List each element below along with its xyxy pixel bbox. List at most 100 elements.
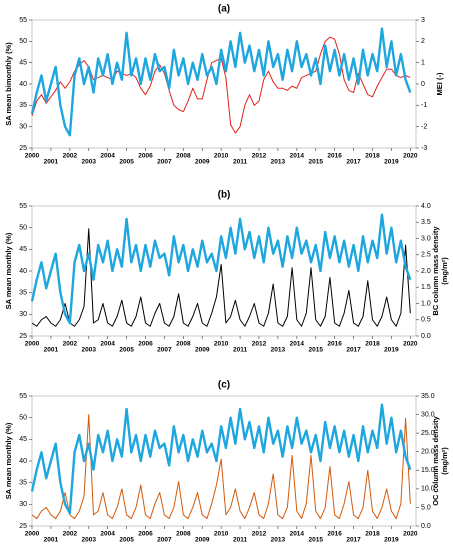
x-tick-label: 2007 — [157, 159, 172, 166]
y2-axis-label: BC column mass density — [431, 226, 440, 316]
y-axis-label: SA mean monthly (%) — [4, 422, 13, 499]
y2-tick-label: -2 — [421, 124, 427, 131]
x-tick-label: 2020 — [403, 531, 418, 538]
y-tick-label: 25 — [19, 523, 27, 530]
x-tick-label: 2019 — [384, 537, 399, 544]
x-tick-label: 2010 — [214, 531, 229, 538]
y2-tick-label: 25.0 — [421, 430, 435, 437]
x-tick-label: 2003 — [82, 537, 97, 544]
y2-tick-label: 2.0 — [421, 268, 431, 275]
x-tick-label: 2012 — [252, 153, 267, 160]
y-tick-label: 35 — [19, 480, 27, 487]
x-tick-label: 2013 — [271, 347, 286, 354]
y-tick-label: 30 — [19, 311, 27, 318]
x-tick-label: 2004 — [100, 531, 115, 538]
y2-tick-label: 3 — [421, 17, 425, 24]
x-tick-label: 2012 — [252, 341, 267, 348]
x-tick-label: 2017 — [346, 537, 361, 544]
x-tick-label: 2016 — [327, 341, 342, 348]
y2-tick-label: 4.0 — [421, 203, 431, 210]
panel-title: (c) — [218, 380, 230, 391]
x-tick-label: 2019 — [384, 347, 399, 354]
x-tick-label: 2001 — [44, 159, 59, 166]
x-tick-label: 2004 — [100, 341, 115, 348]
y-tick-label: 40 — [19, 458, 27, 465]
x-tick-label: 2020 — [403, 341, 418, 348]
panel-title: (b) — [218, 190, 231, 201]
plot-area — [31, 19, 417, 149]
x-tick-label: 2008 — [176, 341, 191, 348]
y2-tick-label: 15.0 — [421, 467, 435, 474]
y2-axis-label: MEI (-) — [435, 72, 444, 95]
x-tick-label: 2018 — [365, 531, 380, 538]
x-tick-label: 2006 — [138, 531, 153, 538]
y2-tick-label: -3 — [421, 145, 427, 152]
y-tick-label: 55 — [19, 17, 27, 24]
y2-tick-label: 2.5 — [421, 252, 431, 259]
y-tick-label: 35 — [19, 102, 27, 109]
x-tick-label: 2001 — [44, 347, 59, 354]
panel-title: (a) — [218, 4, 230, 15]
y-tick-label: 50 — [19, 415, 27, 422]
x-tick-label: 2007 — [157, 347, 172, 354]
x-tick-label: 2017 — [346, 347, 361, 354]
y-tick-label: 30 — [19, 501, 27, 508]
y2-tick-label: 2 — [421, 38, 425, 45]
y-tick-label: 40 — [19, 268, 27, 275]
x-tick-label: 2010 — [214, 153, 229, 160]
x-tick-label: 2003 — [82, 347, 97, 354]
y-tick-label: 25 — [19, 145, 27, 152]
y2-tick-label: 35.0 — [421, 393, 435, 400]
y-tick-label: 25 — [19, 333, 27, 340]
x-tick-label: 2007 — [157, 537, 172, 544]
y-axis-label: SA mean monthly (%) — [4, 232, 13, 309]
y2-tick-label: 1.0 — [421, 300, 431, 307]
x-tick-label: 2008 — [176, 153, 191, 160]
x-tick-label: 2010 — [214, 341, 229, 348]
series-line — [30, 403, 412, 515]
x-tick-label: 2009 — [195, 159, 210, 166]
y2-tick-label: 3.5 — [421, 219, 431, 226]
y2-tick-label: 0 — [421, 81, 425, 88]
y-tick-label: 35 — [19, 290, 27, 297]
x-tick-label: 2016 — [327, 531, 342, 538]
x-tick-label: 2005 — [119, 159, 134, 166]
x-tick-label: 2003 — [82, 159, 97, 166]
y2-axis-label: OC column mass density — [431, 415, 440, 505]
y-tick-label: 55 — [19, 203, 27, 210]
x-tick-label: 2005 — [119, 537, 134, 544]
y-tick-label: 40 — [19, 81, 27, 88]
x-tick-label: 2013 — [271, 537, 286, 544]
x-tick-label: 2006 — [138, 341, 153, 348]
x-tick-label: 2004 — [100, 153, 115, 160]
x-tick-label: 2014 — [290, 531, 305, 538]
x-tick-label: 2012 — [252, 531, 267, 538]
x-tick-label: 2013 — [271, 159, 286, 166]
x-tick-label: 2015 — [309, 159, 324, 166]
x-tick-label: 2015 — [309, 347, 324, 354]
series-line — [30, 27, 412, 137]
y-tick-label: 45 — [19, 246, 27, 253]
x-tick-label: 2011 — [233, 159, 247, 166]
y2-tick-label: 0.5 — [421, 317, 431, 324]
x-tick-label: 2018 — [365, 153, 380, 160]
y2-tick-label: 30.0 — [421, 411, 435, 418]
y-tick-label: 50 — [19, 38, 27, 45]
x-tick-label: 2000 — [25, 531, 40, 538]
x-tick-label: 2002 — [63, 153, 78, 160]
x-tick-label: 2011 — [233, 347, 247, 354]
series-line — [31, 228, 411, 327]
y2-tick-label: 10.0 — [421, 486, 435, 493]
x-tick-label: 2015 — [309, 537, 324, 544]
y-tick-label: 30 — [19, 124, 27, 131]
x-tick-label: 2017 — [346, 159, 361, 166]
x-tick-label: 2008 — [176, 531, 191, 538]
x-tick-label: 2018 — [365, 341, 380, 348]
y2-tick-label: 20.0 — [421, 449, 435, 456]
y-tick-label: 50 — [19, 225, 27, 232]
y2-tick-label: 1.5 — [421, 284, 431, 291]
series-line — [30, 213, 412, 325]
x-tick-label: 2014 — [290, 341, 305, 348]
x-tick-label: 2011 — [233, 537, 247, 544]
